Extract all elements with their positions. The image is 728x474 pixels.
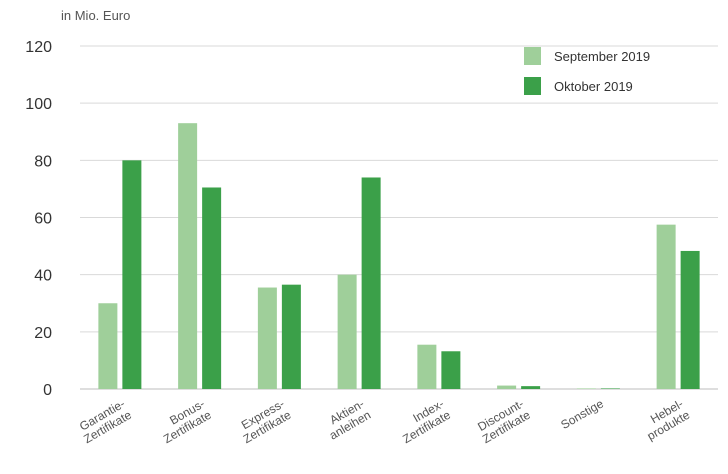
y-tick-label-60: 60 [34, 211, 52, 228]
bar-september-1 [178, 123, 198, 390]
bar-september-6 [576, 388, 596, 389]
y-tick-label-120: 120 [25, 39, 52, 56]
x-category-label-4: Index-Zertifikate [400, 396, 453, 446]
legend-label-september: September 2019 [554, 49, 651, 64]
y-tick-label-20: 20 [34, 325, 52, 342]
x-category-label-2: Express-Zertifikate [239, 396, 294, 446]
legend-label-oktober: Oktober 2019 [554, 79, 633, 94]
y-tick-label-80: 80 [34, 153, 52, 170]
y-tick-label-40: 40 [34, 268, 52, 285]
y-tick-label-100: 100 [25, 96, 52, 113]
x-category-label-0: Garantie-Zertifikate [77, 396, 134, 446]
bar-september-0 [98, 303, 118, 389]
bar-oktober-6 [600, 388, 620, 389]
x-category-line-6-0: Sonstige [558, 396, 606, 432]
x-category-label-6: Sonstige [558, 396, 606, 432]
bar-oktober-3 [361, 177, 381, 389]
bar-september-5 [497, 385, 517, 389]
bar-september-4 [417, 344, 437, 389]
bar-september-3 [337, 274, 357, 389]
bar-oktober-1 [202, 187, 222, 389]
y-tick-label-0: 0 [43, 382, 52, 399]
legend-swatch-oktober [524, 77, 541, 95]
bar-oktober-5 [521, 386, 541, 389]
bar-oktober-2 [281, 284, 301, 389]
x-category-label-3: Aktien-anleihen [327, 396, 373, 442]
x-category-label-7: Hebel-produkte [645, 396, 693, 443]
bar-september-2 [257, 287, 277, 389]
y-axis-unit-label: in Mio. Euro [61, 8, 131, 23]
legend-swatch-september [524, 47, 541, 65]
bar-oktober-0 [122, 160, 142, 389]
x-category-label-1: Bonus-Zertifikate [161, 396, 214, 446]
bar-oktober-7 [680, 250, 700, 389]
bar-oktober-4 [441, 351, 461, 389]
x-category-label-5: Discount-Zertifikate [475, 396, 533, 446]
bar-september-7 [656, 224, 676, 389]
